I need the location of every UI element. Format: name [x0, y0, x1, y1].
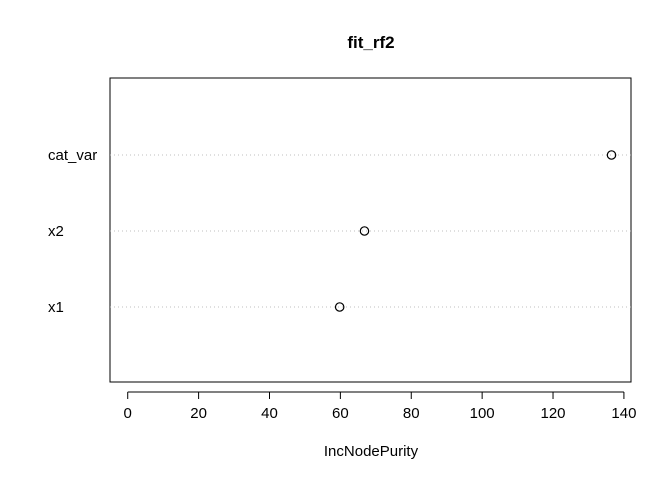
x-tick-label-20: 20: [190, 405, 207, 422]
x-tick-label-120: 120: [541, 405, 566, 422]
data-point-x1: [334, 302, 345, 312]
data-point-cat_var: [606, 150, 617, 160]
category-label-cat_var: cat_var: [48, 147, 97, 164]
guide-lines: [110, 154, 631, 308]
x-axis: 0 20 40 60 80 100 120 140: [124, 391, 636, 422]
plot-frame: [109, 77, 632, 383]
data-point-x2: [359, 226, 370, 236]
x-tick-label-0: 0: [124, 405, 132, 422]
x-tick-label-40: 40: [261, 405, 278, 422]
chart-title: fit_rf2: [347, 33, 394, 52]
category-labels: cat_var x2 x1: [48, 147, 97, 316]
data-points: [334, 150, 617, 312]
category-label-x1: x1: [48, 299, 64, 316]
category-label-x2: x2: [48, 223, 64, 240]
x-tick-label-80: 80: [403, 405, 420, 422]
x-axis-title: IncNodePurity: [324, 443, 419, 460]
x-tick-label-60: 60: [332, 405, 349, 422]
x-tick-label-100: 100: [470, 405, 495, 422]
x-tick-label-140: 140: [611, 405, 636, 422]
